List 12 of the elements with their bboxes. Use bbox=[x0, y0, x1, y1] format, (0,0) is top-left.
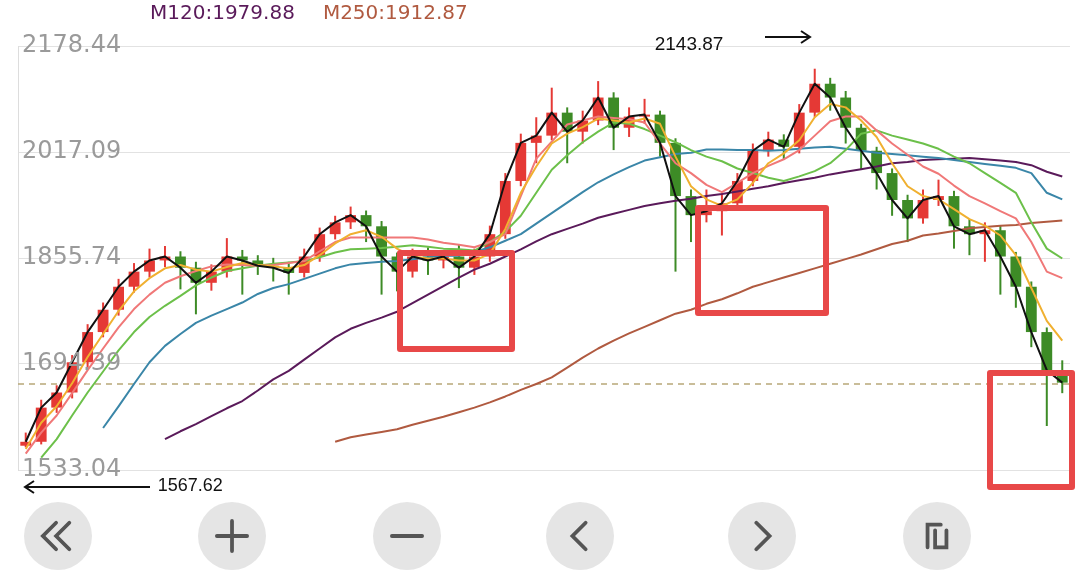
y-tick-label: 1855.74 bbox=[22, 242, 122, 271]
candlestick bbox=[824, 76, 836, 112]
y-tick-label: 1533.04 bbox=[22, 454, 122, 483]
candlestick bbox=[329, 214, 341, 241]
candlestick bbox=[144, 247, 155, 279]
text: 1567.62 bbox=[157, 475, 223, 496]
y-tick-label: 2017.09 bbox=[22, 136, 122, 165]
text: M250:1912.87 bbox=[322, 0, 468, 24]
text: M120:1979.88 bbox=[150, 0, 295, 24]
candlestick bbox=[360, 209, 372, 244]
annotation: 2143.87 bbox=[654, 32, 724, 55]
y-tick-label: 2178.44 bbox=[22, 30, 122, 59]
